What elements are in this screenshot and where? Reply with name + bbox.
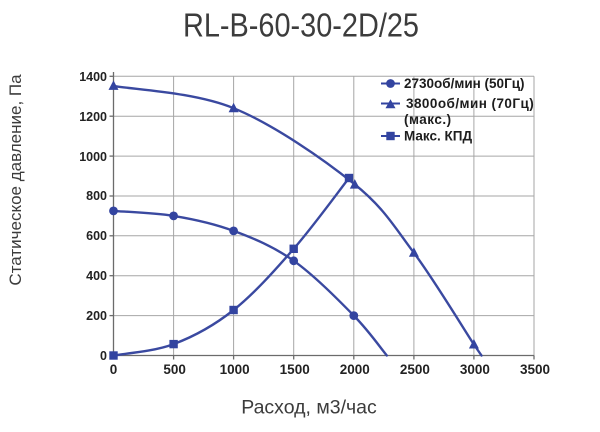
svg-text:2730об/мин (50Гц): 2730об/мин (50Гц)	[404, 76, 525, 91]
svg-text:(макс.): (макс.)	[404, 112, 452, 127]
svg-text:0: 0	[110, 362, 118, 377]
svg-text:200: 200	[86, 309, 107, 323]
svg-text:800: 800	[86, 189, 107, 203]
svg-text:3000: 3000	[460, 362, 490, 377]
svg-text:600: 600	[86, 229, 107, 243]
svg-text:3800об/мин (70Гц): 3800об/мин (70Гц)	[406, 96, 534, 111]
svg-text:1200: 1200	[79, 110, 107, 124]
svg-text:Статическое давление, Па: Статическое давление, Па	[6, 74, 25, 286]
svg-text:2500: 2500	[400, 362, 430, 377]
svg-text:1000: 1000	[220, 362, 250, 377]
svg-text:1400: 1400	[79, 70, 107, 84]
svg-text:3500: 3500	[520, 362, 550, 377]
svg-text:2000: 2000	[340, 362, 370, 377]
svg-text:500: 500	[163, 362, 186, 377]
svg-text:RL-B-60-30-2D/25: RL-B-60-30-2D/25	[183, 7, 419, 44]
svg-text:Расход, м3/час: Расход, м3/час	[241, 397, 377, 419]
svg-text:1500: 1500	[280, 362, 310, 377]
svg-text:400: 400	[86, 269, 107, 283]
svg-text:Макс. КПД: Макс. КПД	[404, 129, 472, 144]
svg-text:1000: 1000	[79, 150, 107, 164]
svg-text:0: 0	[100, 349, 107, 363]
